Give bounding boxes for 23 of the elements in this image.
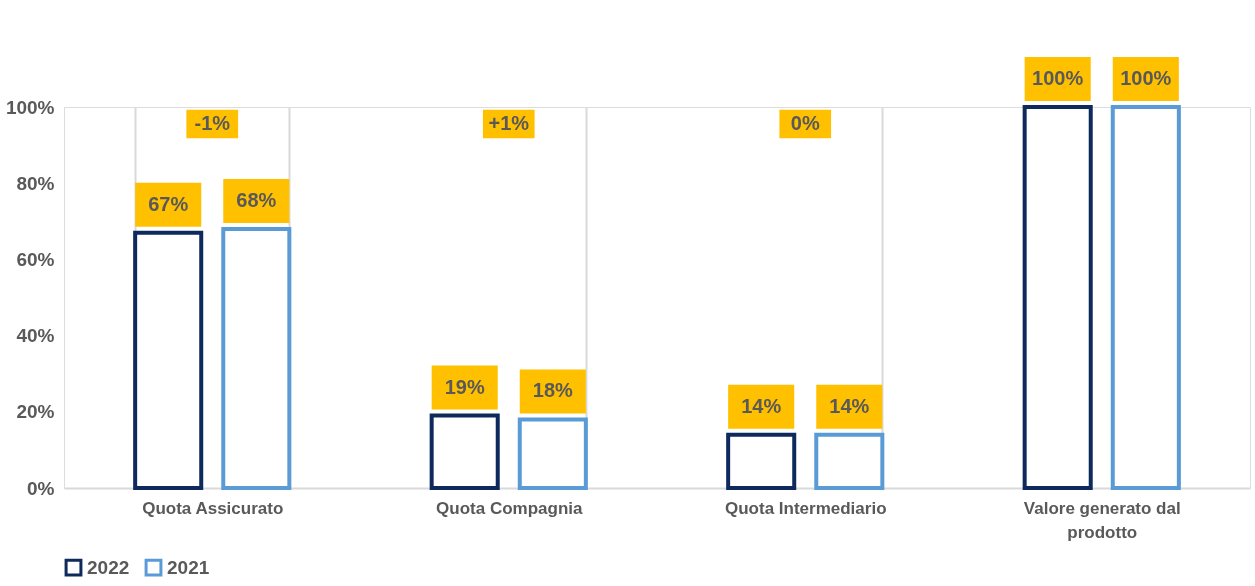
annotation: +1% [488, 112, 530, 134]
x-tick-label: Valore generato dal prodotto [1023, 498, 1181, 542]
data-label: 14% [829, 394, 870, 417]
data-label: 100% [1032, 67, 1084, 89]
data-label: 68% [236, 188, 277, 211]
data-label: 14% [741, 394, 782, 417]
y-tick-label: 80% [16, 172, 55, 194]
annotation: -1% [194, 112, 231, 134]
y-tick-label: 100% [5, 96, 55, 118]
data-label: 67% [148, 192, 189, 215]
y-tick-label: 20% [16, 401, 55, 423]
data-label: 18% [532, 379, 574, 402]
y-tick-label: 40% [16, 325, 55, 347]
y-tick-label: 60% [16, 248, 55, 270]
y-tick-label: 0% [27, 477, 55, 499]
annotation: 0% [790, 112, 820, 134]
x-tick-label: Quota Assicurato [142, 498, 284, 518]
data-label: 19% [444, 375, 485, 398]
x-tick-label: Quota Intermediario [724, 498, 887, 518]
legend-label: 2021 [167, 556, 210, 578]
legend-label: 2022 [87, 556, 130, 578]
x-tick-label: Quota Compagnia [436, 498, 583, 518]
data-label: 100% [1120, 67, 1172, 89]
